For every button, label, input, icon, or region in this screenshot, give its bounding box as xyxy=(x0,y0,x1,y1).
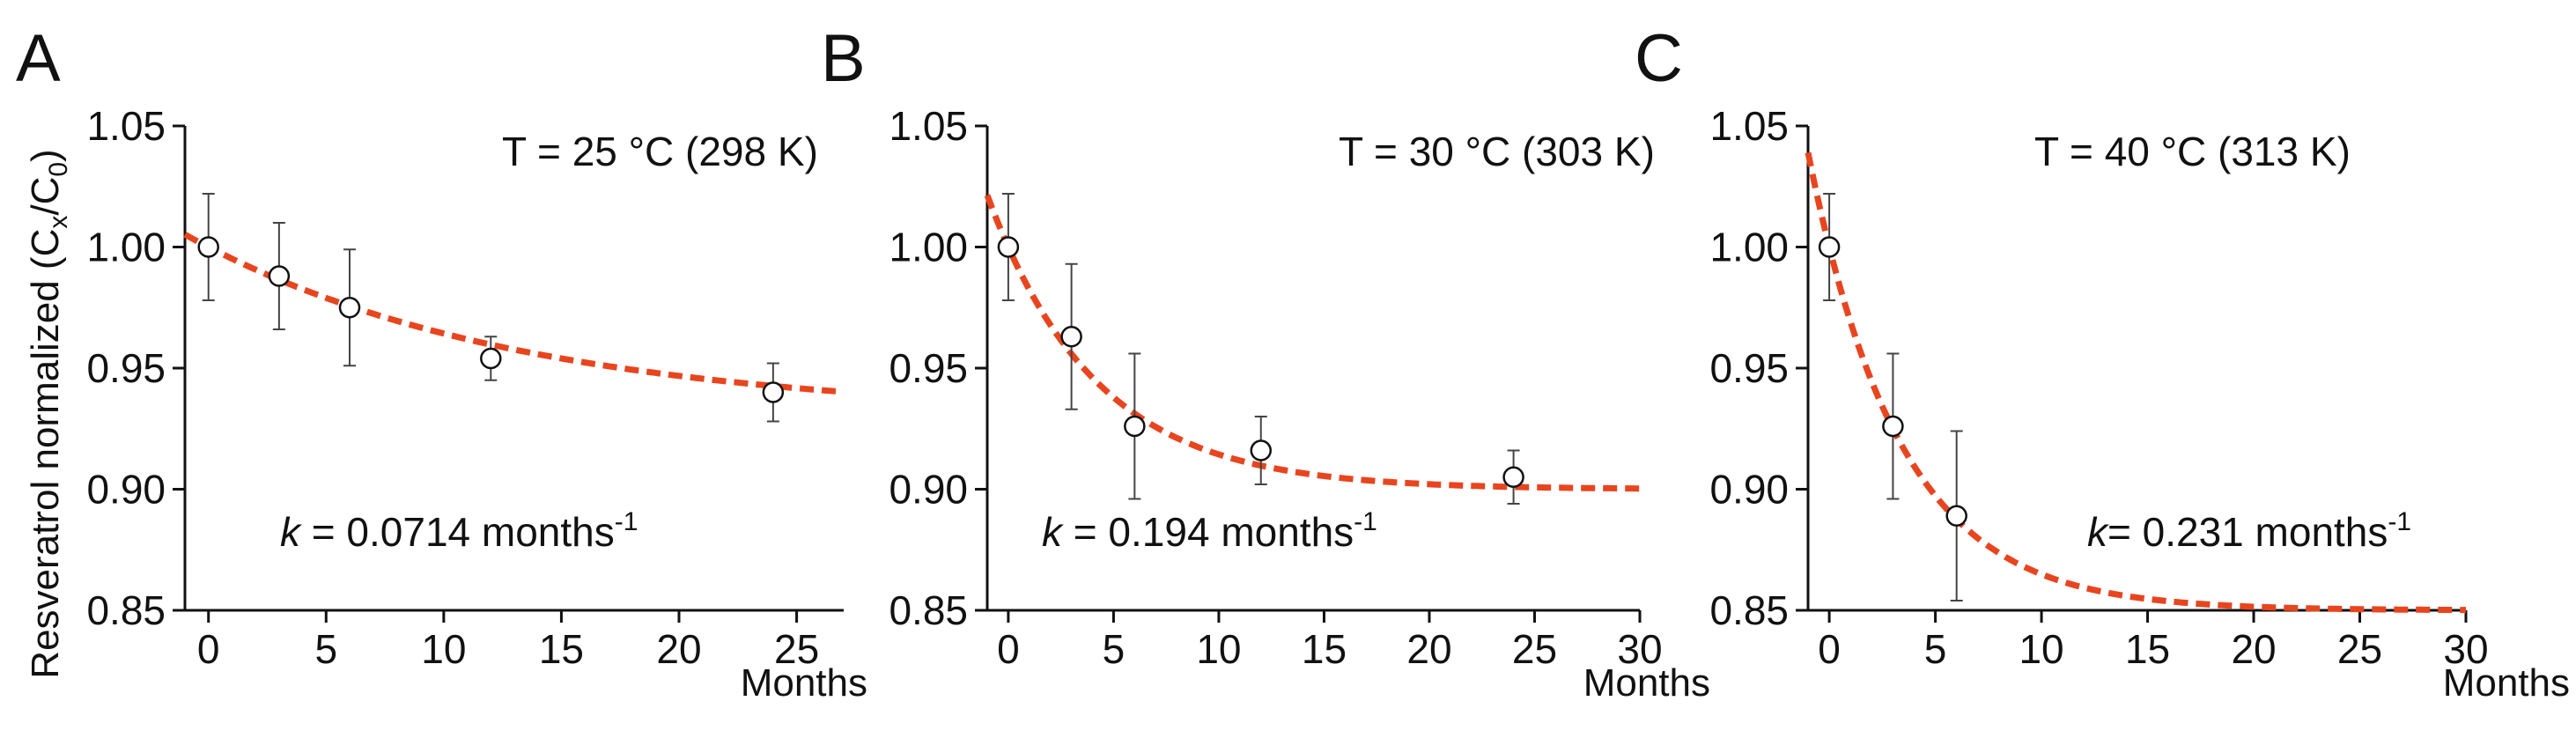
x-tick-label: 20 xyxy=(1406,626,1451,672)
x-tick-label: 10 xyxy=(2019,626,2063,672)
data-point xyxy=(997,236,1020,258)
y-tick-label: 0.95 xyxy=(889,345,968,391)
panel-letter: A xyxy=(16,21,61,96)
ylabel-main-text: Resveratrol normalized (C xyxy=(24,229,67,679)
x-axis-label: Months xyxy=(741,661,867,705)
y-tick-label: 0.90 xyxy=(86,467,166,513)
ylabel-slash: /C xyxy=(24,177,67,216)
y-tick-label: 0.85 xyxy=(86,587,166,633)
x-tick-label: 5 xyxy=(1103,626,1126,672)
x-axis-label: Months xyxy=(1583,661,1710,705)
y-tick-label: 1.00 xyxy=(1709,225,1789,270)
x-tick-label: 0 xyxy=(1818,626,1841,672)
fit-curve xyxy=(1805,151,2466,614)
panel-title: T = 40 °C (313 K) xyxy=(2034,129,2351,174)
rate-k-symbol: k xyxy=(1042,509,1064,555)
data-point xyxy=(762,381,785,403)
rate-k-value: = 0.231 months xyxy=(2107,509,2388,555)
x-tick-label: 25 xyxy=(2337,626,2382,672)
x-tick-label: 25 xyxy=(1512,626,1557,672)
ylabel-sub-x: x xyxy=(44,216,73,229)
data-point xyxy=(338,297,361,319)
y-tick-label: 1.00 xyxy=(889,225,968,270)
y-axis-main-label: Resveratrol normalized (Cx/C0) xyxy=(24,149,73,678)
rate-constant-label: k = 0.194 months-1 xyxy=(1042,507,1377,555)
data-point xyxy=(197,236,219,258)
x-axis-label: Months xyxy=(2443,661,2570,705)
x-tick-label: 30 xyxy=(2443,626,2488,672)
panel-letter: B xyxy=(821,21,866,96)
y-tick-label: 0.95 xyxy=(1709,345,1789,391)
ylabel-sub-0: 0 xyxy=(44,162,73,177)
x-tick-label: 25 xyxy=(774,626,819,672)
x-tick-label: 15 xyxy=(539,626,584,672)
x-tick-label: 10 xyxy=(1196,626,1241,672)
panel-letter: C xyxy=(1635,21,1683,96)
y-tick-label: 0.85 xyxy=(889,587,968,633)
x-tick-label: 0 xyxy=(197,626,220,672)
y-tick-label: 1.05 xyxy=(889,103,968,149)
rate-constant-label: k = 0.0714 months-1 xyxy=(280,507,638,555)
x-tick-label: 10 xyxy=(421,626,466,672)
rate-k-symbol: k xyxy=(280,509,302,555)
x-tick-label: 0 xyxy=(997,626,1020,672)
data-point xyxy=(480,347,502,370)
y-tick-label: 0.85 xyxy=(1709,587,1789,633)
data-point xyxy=(268,265,291,287)
y-tick-label: 1.00 xyxy=(86,225,166,270)
y-tick-label: 0.95 xyxy=(86,345,166,391)
rate-constant-label: k= 0.231 months-1 xyxy=(2087,507,2411,555)
rate-k-unit-exponent: -1 xyxy=(1354,507,1377,536)
rate-k-value: = 0.0714 months xyxy=(300,509,615,555)
ylabel-close: ) xyxy=(24,149,67,162)
panel-title: T = 30 °C (303 K) xyxy=(1339,129,1655,174)
svg-text:Resveratrol normalized (Cx/C0): Resveratrol normalized (Cx/C0) xyxy=(24,149,73,678)
fit-curve xyxy=(183,232,845,395)
data-point xyxy=(1945,505,1967,527)
x-tick-label: 5 xyxy=(314,626,337,672)
x-tick-label: 15 xyxy=(1302,626,1347,672)
panel-title: T = 25 °C (298 K) xyxy=(502,129,818,174)
rate-k-unit-exponent: -1 xyxy=(615,507,638,536)
x-tick-label: 20 xyxy=(656,626,701,672)
data-point xyxy=(1250,439,1272,461)
x-tick-label: 20 xyxy=(2231,626,2276,672)
x-tick-label: 15 xyxy=(2125,626,2170,672)
y-tick-label: 0.90 xyxy=(1709,467,1789,513)
rate-k-value: = 0.194 months xyxy=(1062,509,1354,555)
y-tick-label: 1.05 xyxy=(1709,103,1789,149)
data-point xyxy=(1882,415,1904,438)
fit-curve xyxy=(984,194,1640,492)
data-point xyxy=(1124,415,1146,438)
data-point xyxy=(1818,236,1841,258)
data-point xyxy=(1060,326,1082,348)
data-point xyxy=(1502,466,1524,488)
rate-k-symbol: k xyxy=(2087,509,2109,555)
x-tick-label: 5 xyxy=(1924,626,1947,672)
x-tick-label: 30 xyxy=(1617,626,1662,672)
y-tick-label: 0.90 xyxy=(889,467,968,513)
y-tick-label: 1.05 xyxy=(86,103,166,149)
rate-k-unit-exponent: -1 xyxy=(2388,507,2411,536)
